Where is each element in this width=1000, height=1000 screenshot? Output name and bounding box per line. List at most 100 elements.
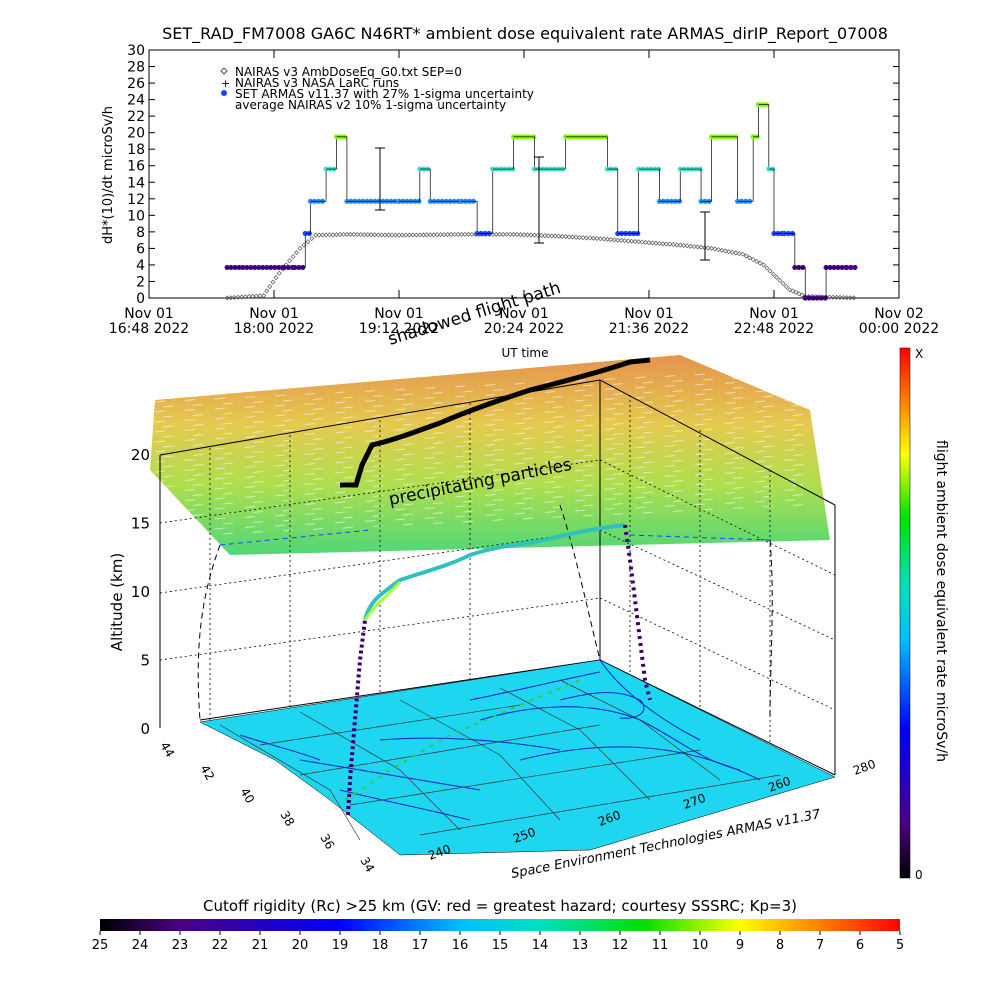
y-tick-label: 16 [127,159,145,175]
colorbar-bottom-label: 0 [915,868,923,882]
band-dash [672,380,684,382]
band-dash [454,475,466,478]
band-dash [754,470,766,473]
band-dash [792,494,804,496]
band-dash [544,511,556,513]
band-dash [222,532,234,535]
nairas-point [827,294,833,300]
band-dash [304,423,316,425]
band-dash [582,424,594,427]
band-dash [492,469,504,471]
band-dash [364,400,376,402]
band-dash [664,485,676,487]
nairas-point [507,231,513,237]
band-dash [544,461,556,463]
band-dash [552,406,564,408]
band-dash [304,513,316,515]
band-dash [274,524,286,527]
surface3d-plot: shadowed flight path precipitating parti… [108,278,949,882]
band-dash [402,503,414,506]
band-dash [214,477,226,480]
band-dash [702,388,714,391]
band-dash [492,449,504,451]
nairas-point [608,237,614,243]
band-dash [282,469,294,472]
nairas-point [750,257,756,263]
nairas-point [783,284,789,290]
band-dash [672,440,684,442]
band-dash [364,500,376,502]
band-dash [162,475,174,478]
band-dash [432,502,444,504]
band-dash [514,482,526,485]
band-dash [582,484,594,487]
band-dash [762,425,774,428]
nairas-point [309,235,315,241]
band-dash [634,436,646,439]
nairas-point [524,232,530,238]
band-dash [394,418,406,421]
box-gridlines [159,395,836,745]
band-dash [192,434,204,436]
band-dash [244,476,256,478]
y-tick-label: 8 [136,225,145,241]
band-dash [702,488,714,491]
band-dash [424,497,436,499]
band-dash [402,513,414,516]
nairas-point [747,255,753,261]
band-dash [492,409,504,411]
y-tick-label: 2 [136,274,145,290]
band-dash [312,438,324,440]
x-tick-label: Nov 01 [499,306,549,322]
band-dash [672,390,684,392]
band-dash [484,474,496,476]
nairas-point [780,281,786,287]
rigidity-tick-label: 23 [172,938,189,953]
band-dash [612,473,624,475]
nairas-point [639,239,645,245]
nairas-point [643,239,649,245]
band-dash [702,408,714,411]
nairas-point [500,231,506,237]
band-dash [642,431,654,434]
band-dash [394,408,406,411]
legend-marker [221,90,227,96]
band-dash [184,399,196,401]
nairas-point [573,234,579,240]
band-dash [252,421,264,423]
nairas-point [511,231,517,237]
band-dash [634,416,646,419]
x-tick-label: Nov 01 [624,306,674,322]
band-dash [214,397,226,400]
band-dash [394,468,406,471]
band-dash [604,378,616,380]
band-dash [274,414,286,417]
band-dash [552,456,564,458]
nairas-point [796,291,802,297]
band-dash [544,411,556,413]
nairas-point [242,294,248,300]
band-dash [342,416,354,419]
band-dash [732,437,744,439]
band-dash [214,507,226,510]
band-dash [754,440,766,443]
band-dash [754,480,766,483]
band-dash [484,444,496,446]
band-dash [522,487,534,490]
band-dash [672,490,684,492]
band-dash [154,450,166,453]
band-dash [724,502,736,504]
cruise-edge [219,529,371,546]
band-dash [372,515,384,517]
nairas-point [667,241,673,247]
nairas-point [469,231,475,237]
band-dash [522,497,534,500]
state-borders [219,679,781,841]
band-dash [312,408,324,410]
rigidity-tick-label: 20 [292,938,309,953]
y-tick-label: 28 [127,60,145,76]
band-dash [222,422,234,425]
band-dash [372,415,384,417]
x-tick-label: Nov 02 [874,306,924,322]
